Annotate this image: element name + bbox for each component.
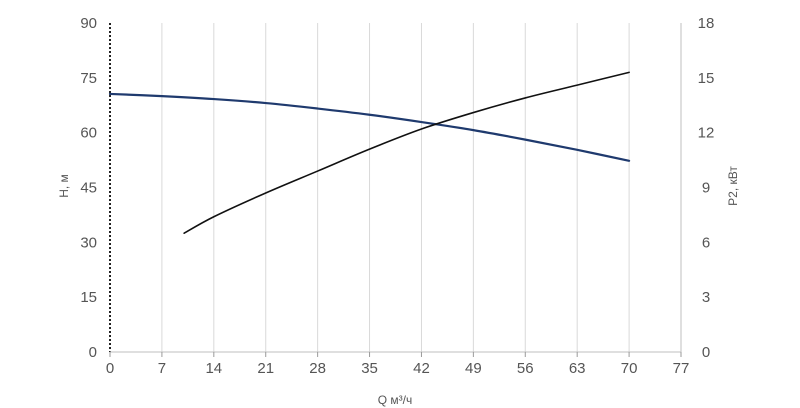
y-right-axis-label: P2, кВт: [726, 166, 740, 206]
y-right-tick-label: 9: [702, 180, 710, 197]
y-right-tick-label: 12: [698, 125, 715, 142]
x-tick-label: 42: [413, 360, 430, 377]
y-left-axis-label: H, м: [57, 174, 71, 198]
grid: [161, 23, 630, 352]
axes: [109, 23, 682, 357]
y-left-tick-label: 90: [80, 15, 97, 32]
y-left-tick-label: 45: [80, 180, 97, 197]
y-left-tick-label: 60: [80, 125, 97, 142]
y-right-tick-label: 15: [698, 70, 715, 87]
x-tick-label: 35: [361, 360, 378, 377]
tick-labels: 0 7 14 21 28 35 42 49 56 63 70 77 0 15 30 45 60 75 90 0 3 6 9 1…: [80, 15, 714, 377]
x-tick-label: 21: [257, 360, 274, 377]
x-tick-label: 56: [517, 360, 534, 377]
y-right-tick-label: 18: [698, 15, 715, 32]
y-left-tick-label: 75: [80, 70, 97, 87]
y-right-tick-label: 6: [702, 234, 710, 251]
y-right-tick-label: 0: [702, 344, 710, 361]
x-tick-label: 70: [621, 360, 638, 377]
x-tick-label: 14: [205, 360, 222, 377]
x-tick-label: 77: [673, 360, 690, 377]
x-tick-label: 28: [309, 360, 326, 377]
x-tick-label: 0: [106, 360, 114, 377]
x-tick-label: 63: [569, 360, 586, 377]
head-curve-line: [108, 92, 631, 162]
y-right-tick-label: 3: [702, 289, 710, 306]
x-axis-label: Q м³/ч: [378, 393, 413, 407]
y-left-tick-label: 0: [89, 344, 97, 361]
series-lines: [108, 71, 631, 234]
power-curve-line: [183, 71, 630, 234]
x-tick-label: 7: [158, 360, 166, 377]
y-left-tick-label: 30: [80, 234, 97, 251]
x-tick-label: 49: [465, 360, 482, 377]
y-left-tick-label: 15: [80, 289, 97, 306]
